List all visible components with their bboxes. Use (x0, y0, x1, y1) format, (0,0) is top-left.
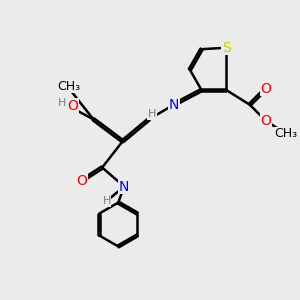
Text: O: O (68, 99, 78, 113)
Text: O: O (260, 82, 271, 96)
Text: H: H (58, 98, 66, 108)
Text: CH₃: CH₃ (57, 80, 80, 93)
Text: N: N (119, 179, 129, 194)
Text: O: O (76, 174, 87, 188)
Text: O: O (260, 114, 271, 128)
Text: H: H (148, 109, 156, 119)
Text: N: N (169, 98, 179, 112)
Text: S: S (222, 41, 231, 55)
Text: CH₃: CH₃ (275, 128, 298, 140)
Text: H: H (102, 196, 111, 206)
